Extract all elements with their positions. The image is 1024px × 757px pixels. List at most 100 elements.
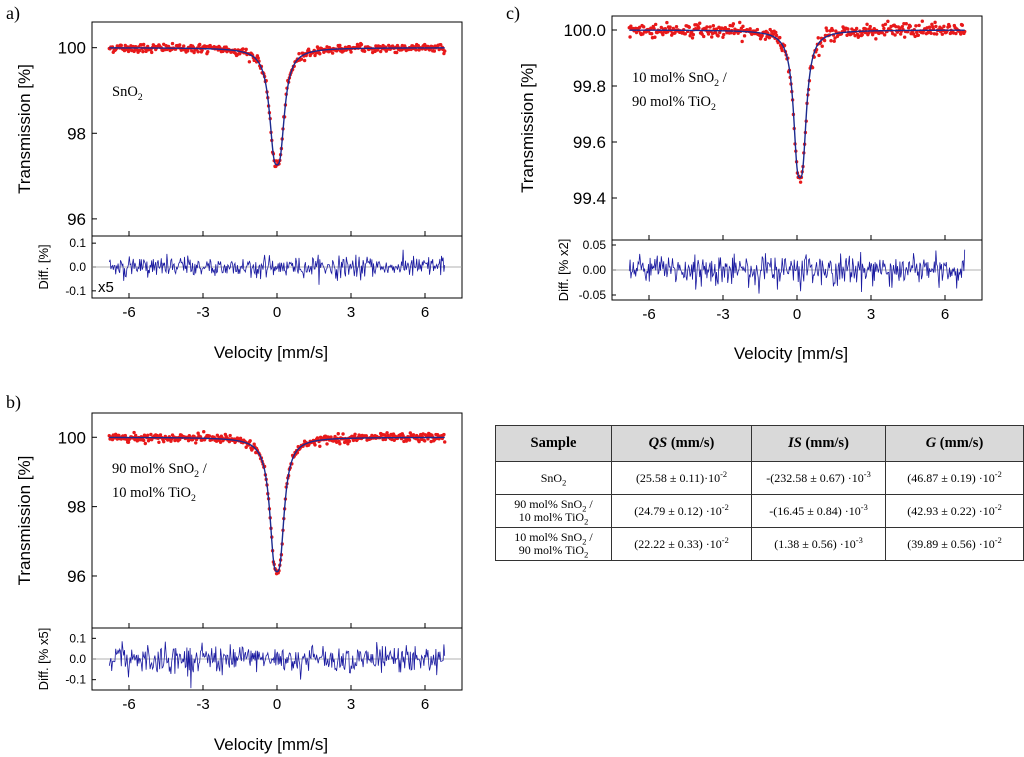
data-point (763, 37, 768, 41)
x-tick-label: 6 (421, 304, 429, 321)
data-point (688, 34, 692, 38)
data-point (870, 32, 875, 37)
data-point (880, 31, 884, 35)
data-point (318, 52, 322, 56)
data-point (362, 49, 367, 53)
data-point (666, 30, 670, 34)
sample-label: SnO2 (112, 84, 143, 103)
data-point (299, 57, 304, 61)
data-point (697, 26, 701, 30)
data-point (740, 39, 744, 44)
data-point (722, 32, 726, 37)
main-plot-frame (91, 412, 463, 629)
data-point (698, 21, 702, 25)
data-point (776, 40, 780, 45)
data-point (702, 34, 706, 39)
data-point (816, 36, 820, 40)
data-point (780, 48, 784, 53)
data-point (902, 35, 907, 39)
data-point (832, 39, 836, 43)
data-point (742, 34, 747, 38)
data-point (218, 440, 223, 444)
panel-letter-a: a) (6, 3, 20, 23)
data-point (144, 49, 148, 54)
data-point (916, 33, 920, 37)
data-point (738, 20, 742, 25)
data-point (182, 44, 186, 48)
data-point (920, 19, 924, 23)
data-point (629, 24, 633, 28)
data-point (705, 25, 709, 29)
cell-qs: (25.58 ± 0.11)·10-2 (611, 461, 752, 495)
data-point (318, 444, 322, 448)
y-axis-title: Transmission [%] (15, 64, 34, 194)
residual-y-tick-label: 0.1 (69, 631, 86, 645)
y-tick-label: 99.8 (573, 77, 606, 96)
label-segment: 2 (191, 493, 196, 504)
data-point (351, 438, 356, 443)
data-point (825, 28, 829, 33)
data-point (710, 35, 714, 39)
data-point (829, 39, 833, 43)
data-point (774, 33, 779, 38)
residual-y-tick-label: 0.0 (69, 260, 86, 274)
data-point (716, 34, 720, 38)
data-point (330, 51, 335, 55)
data-point (649, 26, 653, 30)
residual-scale-annotation: x5 (98, 279, 114, 296)
table-row: 90 mol% SnO2 /10 mol% TiO2 (24.79 ± 0.12… (495, 494, 1024, 528)
data-point (408, 431, 413, 435)
data-point (202, 430, 206, 434)
data-point (833, 36, 837, 40)
measured-data-points (107, 430, 447, 576)
residual-y-tick-label: 0.05 (583, 238, 607, 252)
data-point (306, 47, 311, 51)
data-point (329, 435, 333, 439)
data-point (674, 24, 679, 29)
residual-y-tick-label: -0.1 (65, 284, 86, 298)
data-point (767, 36, 772, 40)
cell-is: (1.38 ± 0.56) ·10-3 (751, 527, 886, 561)
data-point (882, 26, 886, 31)
residual-y-tick-label: -0.1 (65, 673, 86, 687)
data-point (241, 47, 245, 51)
y-tick-label: 100 (58, 428, 86, 447)
data-point (883, 22, 888, 26)
table-row: SnO2 (25.58 ± 0.11)·10-2 -(232.58 ± 0.67… (495, 461, 1024, 495)
data-point (731, 22, 736, 26)
data-point (117, 433, 121, 438)
cell-g: (46.87 ± 0.19) ·10-2 (885, 461, 1024, 495)
data-point (868, 24, 872, 29)
x-axis-title: Velocity [mm/s] (734, 344, 848, 363)
data-point (186, 49, 190, 53)
data-point (378, 49, 383, 54)
cell-sample: 90 mol% SnO2 /10 mol% TiO2 (495, 494, 612, 528)
label-segment: 2 (138, 92, 143, 103)
data-point (665, 20, 669, 25)
data-point (132, 430, 136, 435)
data-point (687, 25, 692, 29)
data-point (628, 35, 632, 39)
data-point (325, 442, 329, 446)
data-point (721, 35, 725, 40)
data-point (443, 440, 447, 444)
data-point (228, 433, 232, 438)
data-point (192, 50, 196, 55)
data-point (126, 49, 131, 54)
data-point (126, 440, 131, 444)
x-tick-label: 3 (347, 304, 355, 321)
data-point (346, 442, 350, 446)
data-point (198, 42, 202, 47)
data-point (146, 433, 150, 437)
data-point (381, 437, 385, 442)
data-point (190, 49, 194, 53)
data-point (830, 28, 835, 32)
data-point (864, 27, 868, 31)
data-point (649, 32, 654, 36)
cell-is: -(232.58 ± 0.67) ·10-3 (751, 461, 886, 495)
x-tick-label: -3 (716, 306, 729, 323)
data-point (900, 24, 904, 29)
data-point (947, 24, 952, 28)
data-point (349, 50, 353, 54)
data-point (347, 439, 352, 443)
